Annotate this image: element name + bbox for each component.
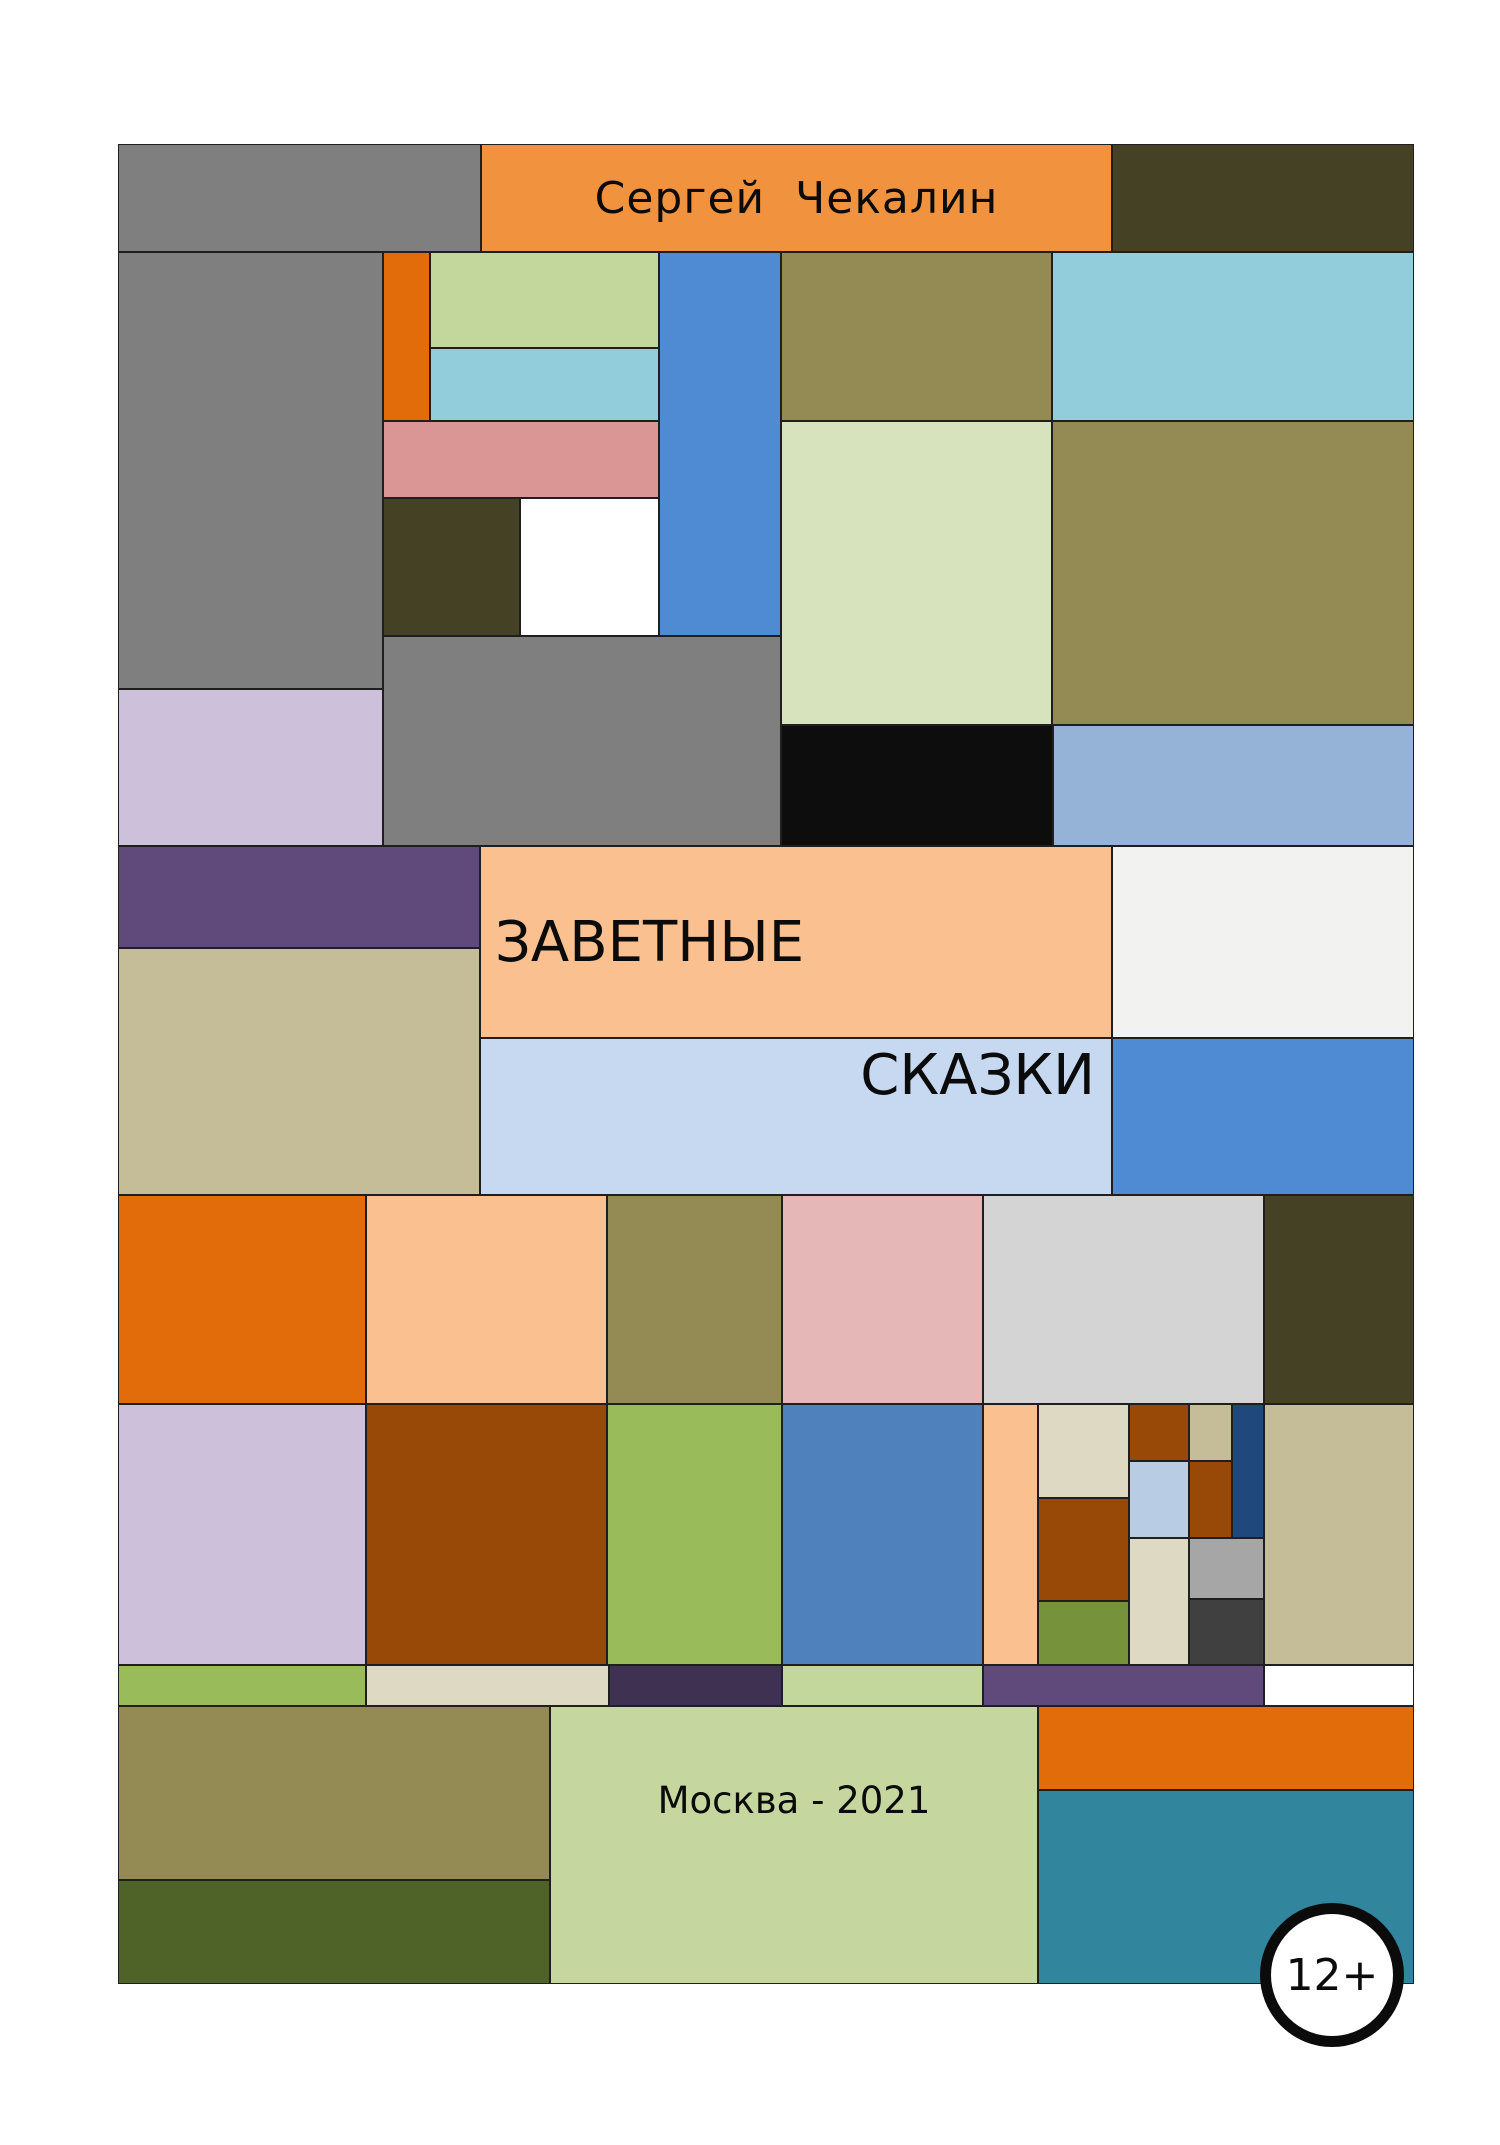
tile-green-e [607,1404,782,1665]
title-band-2: СКАЗКИ [480,1038,1112,1195]
tile-lightgray-d [983,1195,1264,1404]
author-band-label: Сергей Чекалин [594,172,999,224]
tile-gray-top [118,144,481,252]
tile-mosaic-darkgray [1189,1599,1264,1665]
tile-mosaic-cream-1 [1038,1404,1129,1498]
tile-darkgreen-bottomleft [118,1880,550,1984]
tile-mosaic-navy [1232,1404,1264,1538]
tile-mosaic-paleblue [1129,1461,1189,1538]
tile-gray-left [118,252,383,689]
tile-olive-right [1052,421,1414,725]
tile-mosaic-tan [1189,1404,1232,1461]
tile-blueoffice-e [782,1404,983,1665]
tile-peach-strip-e [983,1404,1038,1665]
tile-orange-strip [383,252,430,421]
tile-steelblue [1053,725,1414,846]
tile-cyan-a [430,348,659,421]
tile-green-f [118,1665,366,1706]
tile-khaki-col [1264,1404,1414,1665]
title-band-2-label: СКАЗКИ [860,1043,1095,1108]
tile-lavender-left [118,689,383,846]
tile-darkpurple-f [609,1665,782,1706]
tile-olive-mid [781,252,1052,421]
tile-white-f [1264,1665,1414,1706]
tile-olive-d [607,1195,782,1404]
title-band-1: ЗАВЕТНЫЕ [480,846,1112,1038]
tile-purple-f [983,1665,1264,1706]
tile-pink-a [383,421,659,498]
tile-pink-d [782,1195,983,1404]
imprint-block-label: Москва - 2021 [657,1779,931,1822]
tile-darkred-e [366,1404,607,1665]
tile-mosaic-darkred-3 [1038,1498,1129,1601]
age-rating-label: 12+ [1285,1949,1379,2001]
tile-mosaic-darkred-1 [1129,1404,1189,1461]
tile-olive-bottomleft [118,1706,550,1880]
imprint-block: Москва - 2021 [550,1706,1038,1984]
tile-blue-strip [659,252,781,636]
tile-orange-d [118,1195,366,1404]
tile-mosaic-green [1038,1601,1129,1665]
author-band: Сергей Чекалин [481,144,1112,252]
tile-mosaic-darkred-2 [1189,1461,1232,1538]
tile-orange-bottomright [1038,1706,1414,1790]
age-rating-badge: 12+ [1260,1903,1404,2047]
tile-mosaic-cream-2 [1129,1538,1189,1665]
tile-mosaic-medgray [1189,1538,1264,1599]
tile-peach-d [366,1195,607,1404]
tile-lightgreen-f [782,1665,983,1706]
tile-black-block [781,725,1053,846]
tile-lightgreen-a [430,252,659,348]
tile-darkolive-top [1112,144,1414,252]
tile-darkolive-d [1264,1195,1414,1404]
tile-blue-big [1112,1038,1414,1195]
tile-lightblue-top [1052,252,1414,421]
tile-palegreen-big [781,421,1052,725]
tile-purple-left [118,846,480,948]
tile-lavender-e [118,1404,366,1665]
tile-white-b [520,498,659,636]
tile-darkolive-b [383,498,520,636]
tile-gray-wide [383,636,781,846]
tile-tan-left [118,948,480,1195]
tile-offwhite [1112,846,1414,1038]
title-band-1-label: ЗАВЕТНЫЕ [495,909,805,975]
tile-cream-f [366,1665,609,1706]
